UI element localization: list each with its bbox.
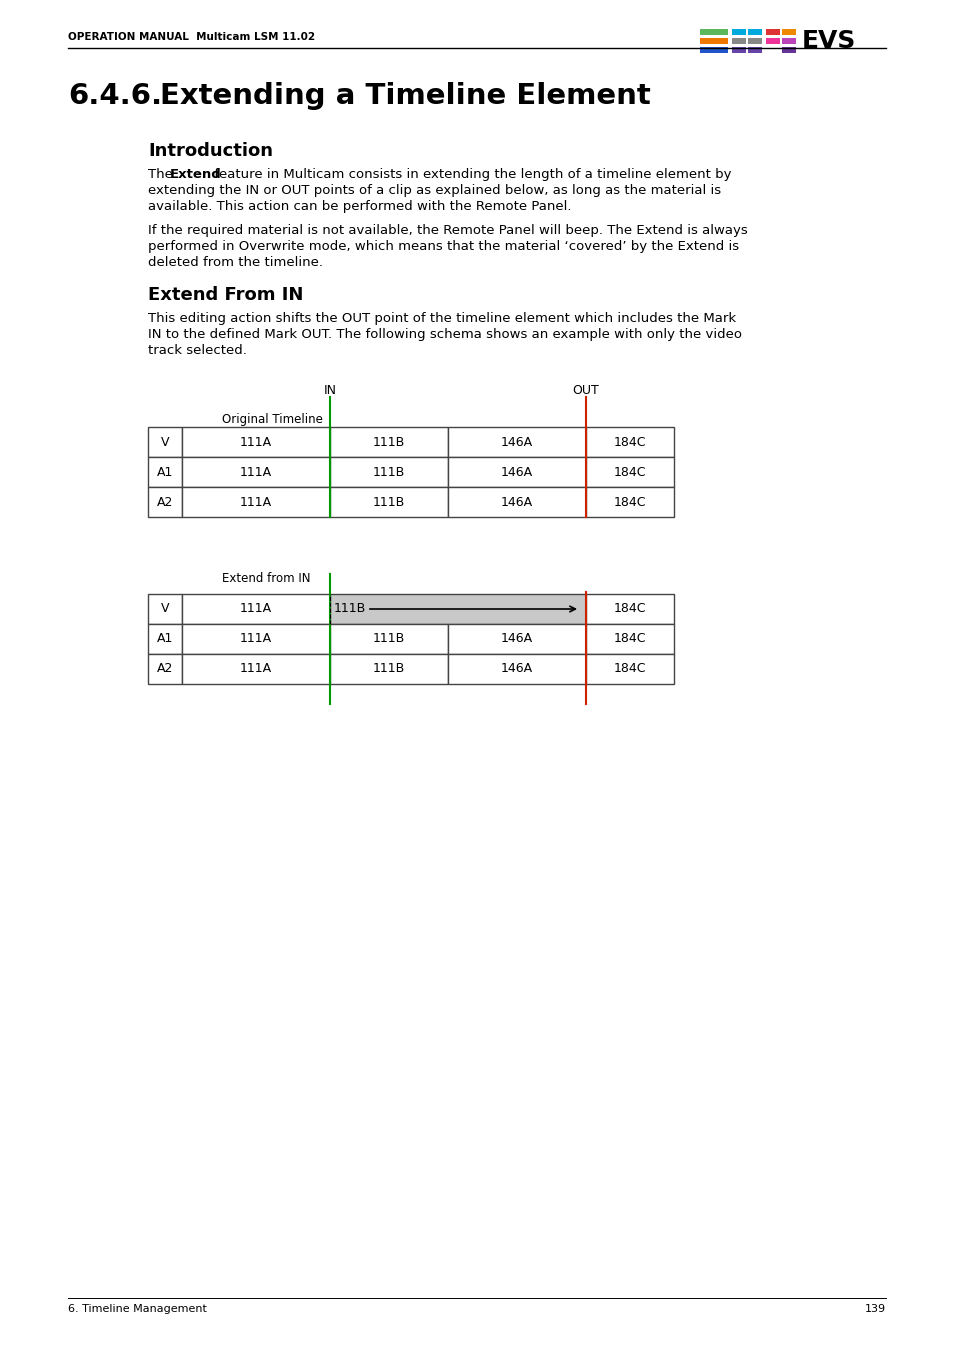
- Text: 146A: 146A: [500, 633, 533, 645]
- Text: A2: A2: [156, 495, 173, 509]
- Text: feature in Multicam consists in extending the length of a timeline element by: feature in Multicam consists in extendin…: [210, 167, 731, 181]
- Bar: [585, 653, 673, 684]
- Text: If the required material is not available, the Remote Panel will beep. The Exten: If the required material is not availabl…: [148, 224, 747, 238]
- Bar: [585, 487, 673, 517]
- Bar: [731, 47, 745, 53]
- Text: 139: 139: [864, 1304, 885, 1314]
- Text: Extend: Extend: [170, 167, 221, 181]
- Bar: [585, 594, 673, 624]
- Bar: [330, 624, 448, 653]
- Text: A1: A1: [156, 633, 173, 645]
- Text: extending the IN or OUT points of a clip as explained below, as long as the mate: extending the IN or OUT points of a clip…: [148, 184, 720, 197]
- Bar: [182, 624, 330, 653]
- Bar: [182, 653, 330, 684]
- Bar: [700, 28, 727, 35]
- Bar: [182, 594, 330, 624]
- Bar: [448, 427, 585, 458]
- Text: IN to the defined Mark OUT. The following schema shows an example with only the : IN to the defined Mark OUT. The followin…: [148, 328, 741, 342]
- Bar: [330, 653, 448, 684]
- Text: deleted from the timeline.: deleted from the timeline.: [148, 256, 323, 269]
- Bar: [148, 458, 182, 487]
- Bar: [330, 594, 585, 624]
- Text: performed in Overwrite mode, which means that the material ‘covered’ by the Exte: performed in Overwrite mode, which means…: [148, 240, 739, 252]
- Bar: [330, 427, 448, 458]
- Bar: [585, 624, 673, 653]
- Text: 184C: 184C: [613, 466, 645, 478]
- Bar: [448, 653, 585, 684]
- Bar: [148, 427, 182, 458]
- Bar: [330, 487, 448, 517]
- Text: 111B: 111B: [373, 495, 405, 509]
- Text: 184C: 184C: [613, 663, 645, 675]
- Text: 6.4.6.: 6.4.6.: [68, 82, 162, 109]
- Text: 111A: 111A: [240, 663, 272, 675]
- Text: 111B: 111B: [334, 602, 366, 616]
- Text: available. This action can be performed with the Remote Panel.: available. This action can be performed …: [148, 200, 571, 213]
- Bar: [700, 47, 727, 53]
- Text: 146A: 146A: [500, 466, 533, 478]
- Text: 111B: 111B: [373, 633, 405, 645]
- Bar: [182, 487, 330, 517]
- Text: 146A: 146A: [500, 495, 533, 509]
- Text: track selected.: track selected.: [148, 344, 247, 356]
- Bar: [448, 624, 585, 653]
- Text: The: The: [148, 167, 177, 181]
- Bar: [781, 47, 795, 53]
- Bar: [448, 487, 585, 517]
- Text: IN: IN: [323, 383, 336, 397]
- Text: 111A: 111A: [240, 466, 272, 478]
- Text: 184C: 184C: [613, 495, 645, 509]
- Bar: [585, 458, 673, 487]
- Bar: [182, 458, 330, 487]
- Text: This editing action shifts the OUT point of the timeline element which includes : This editing action shifts the OUT point…: [148, 312, 736, 325]
- Bar: [148, 487, 182, 517]
- Text: Extend From IN: Extend From IN: [148, 286, 303, 304]
- Bar: [700, 38, 727, 45]
- Text: 111B: 111B: [373, 466, 405, 478]
- Bar: [747, 47, 761, 53]
- Text: 146A: 146A: [500, 436, 533, 448]
- Text: 184C: 184C: [613, 602, 645, 616]
- Text: Extending a Timeline Element: Extending a Timeline Element: [160, 82, 650, 109]
- Text: 146A: 146A: [500, 663, 533, 675]
- Text: V: V: [161, 436, 169, 448]
- Text: 111A: 111A: [240, 633, 272, 645]
- Bar: [765, 38, 780, 45]
- Bar: [182, 427, 330, 458]
- Bar: [731, 38, 745, 45]
- Text: A1: A1: [156, 466, 173, 478]
- Bar: [148, 653, 182, 684]
- Bar: [585, 427, 673, 458]
- Text: 6. Timeline Management: 6. Timeline Management: [68, 1304, 207, 1314]
- Text: OUT: OUT: [572, 383, 598, 397]
- Text: 184C: 184C: [613, 436, 645, 448]
- Bar: [765, 28, 780, 35]
- Bar: [747, 38, 761, 45]
- Bar: [781, 28, 795, 35]
- Text: 111A: 111A: [240, 436, 272, 448]
- Bar: [747, 28, 761, 35]
- Text: Original Timeline: Original Timeline: [222, 413, 322, 427]
- Text: 184C: 184C: [613, 633, 645, 645]
- Bar: [448, 458, 585, 487]
- Text: 111A: 111A: [240, 495, 272, 509]
- Text: A2: A2: [156, 663, 173, 675]
- Bar: [781, 38, 795, 45]
- Text: OPERATION MANUAL  Multicam LSM 11.02: OPERATION MANUAL Multicam LSM 11.02: [68, 32, 314, 42]
- Text: 111A: 111A: [240, 602, 272, 616]
- Text: EVS: EVS: [801, 28, 856, 53]
- Text: 111B: 111B: [373, 663, 405, 675]
- Text: V: V: [161, 602, 169, 616]
- Bar: [148, 594, 182, 624]
- Bar: [148, 624, 182, 653]
- Text: Introduction: Introduction: [148, 142, 273, 161]
- Text: 111B: 111B: [373, 436, 405, 448]
- Text: Extend from IN: Extend from IN: [222, 572, 310, 585]
- Bar: [731, 28, 745, 35]
- Bar: [330, 458, 448, 487]
